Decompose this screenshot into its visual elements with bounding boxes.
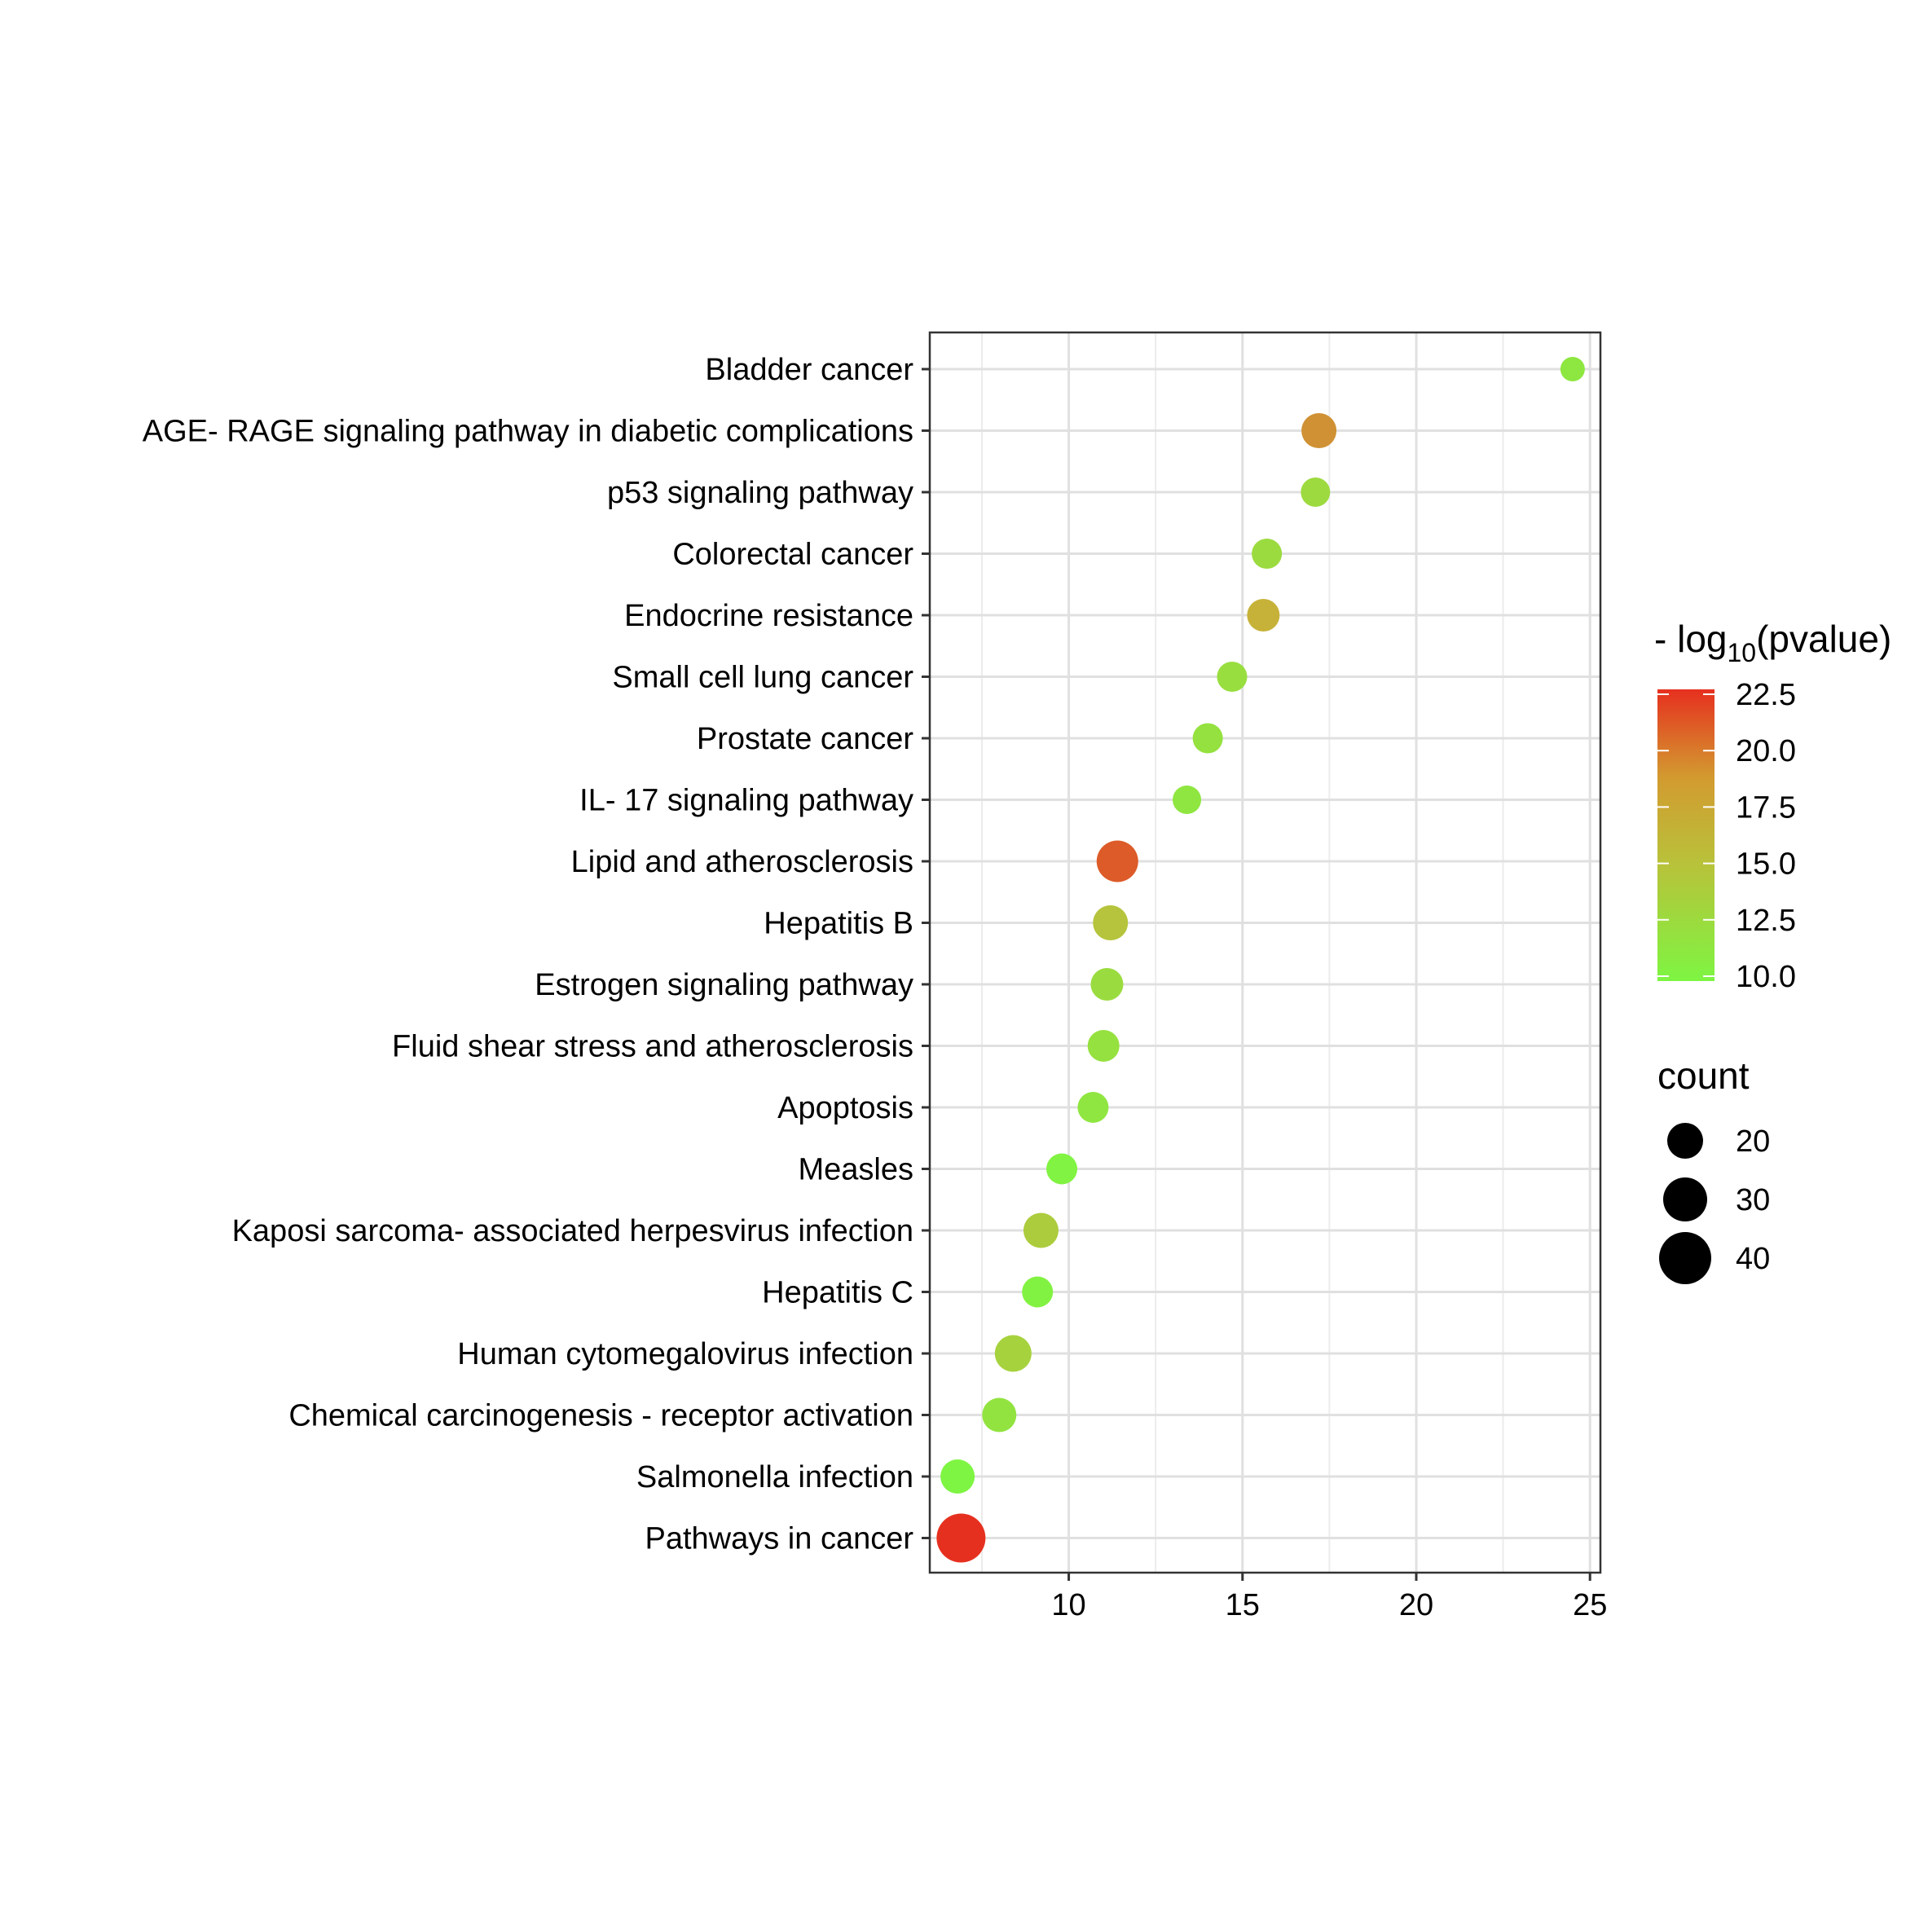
grid-layer	[930, 332, 1600, 1573]
category-label: AGE- RAGE signaling pathway in diabetic …	[143, 415, 913, 449]
data-point	[1093, 905, 1129, 940]
data-point	[940, 1459, 975, 1494]
x-tick-labels: 10 15 20 25	[1051, 1588, 1607, 1622]
category-label: IL- 17 signaling pathway	[579, 784, 913, 818]
data-point	[1077, 1092, 1109, 1123]
color-legend-label: 22.5	[1736, 678, 1796, 712]
color-legend-label: 12.5	[1736, 904, 1796, 938]
data-point	[1087, 1030, 1120, 1062]
size-legend-label: 40	[1736, 1242, 1770, 1276]
color-legend-label: 10.0	[1736, 960, 1796, 994]
data-point	[1560, 357, 1585, 381]
size-legend-items: 20 30 40	[1659, 1123, 1770, 1284]
color-legend-label: 15.0	[1736, 847, 1796, 882]
color-legend-label: 20.0	[1736, 734, 1796, 768]
size-legend-label: 20	[1736, 1124, 1770, 1159]
tick-layer	[922, 367, 1591, 1581]
size-legend-title: count	[1657, 1054, 1750, 1097]
data-point	[1217, 662, 1248, 692]
category-label: Pathways in cancer	[645, 1522, 914, 1556]
x-tick-label: 10	[1051, 1588, 1085, 1622]
data-point	[1022, 1276, 1054, 1308]
x-tick-label: 20	[1399, 1588, 1433, 1622]
category-label: Fluid shear stress and atherosclerosis	[392, 1030, 913, 1064]
category-label: Hepatitis C	[762, 1276, 913, 1310]
category-label: Human cytomegalovirus infection	[457, 1337, 913, 1371]
color-legend-title: - log10(pvalue)	[1654, 618, 1891, 667]
color-legend: - log10(pvalue) 22.5 20.0 17.5 15.0 12.5 10.0	[1654, 618, 1891, 994]
data-point	[1096, 840, 1138, 882]
category-label: Salmonella infection	[636, 1460, 913, 1494]
data-point	[1301, 413, 1337, 448]
data-points	[936, 357, 1585, 1563]
size-legend-swatch	[1667, 1123, 1703, 1159]
category-label: Chemical carcinogenesis - receptor activ…	[288, 1399, 913, 1433]
category-label: Kaposi sarcoma- associated herpesvirus i…	[232, 1214, 913, 1248]
category-label: Small cell lung cancer	[612, 661, 913, 695]
color-legend-label: 17.5	[1736, 790, 1796, 825]
category-labels: Bladder cancer AGE- RAGE signaling pathwa…	[143, 353, 914, 1556]
category-label: Hepatitis B	[764, 907, 913, 941]
size-legend: count 20 30 40	[1657, 1054, 1770, 1284]
category-label: Prostate cancer	[697, 722, 913, 756]
size-legend-label: 30	[1736, 1183, 1770, 1217]
data-point	[1301, 477, 1331, 507]
size-legend-swatch	[1663, 1177, 1707, 1221]
data-point	[1023, 1212, 1059, 1248]
category-label: Measles	[799, 1153, 914, 1187]
category-label: Bladder cancer	[705, 353, 913, 387]
category-label: Endocrine resistance	[624, 599, 913, 633]
data-point	[1090, 968, 1124, 1001]
size-legend-swatch	[1659, 1232, 1711, 1284]
data-point	[936, 1513, 986, 1563]
x-tick-label: 25	[1573, 1588, 1607, 1622]
category-label: Colorectal cancer	[672, 538, 913, 572]
category-label: Estrogen signaling pathway	[535, 968, 913, 1002]
data-point	[1192, 723, 1223, 754]
category-label: p53 signaling pathway	[607, 476, 913, 510]
data-point	[1173, 786, 1202, 814]
color-legend-ticks: 22.5 20.0 17.5 15.0 12.5 10.0	[1657, 678, 1796, 994]
data-point	[994, 1335, 1032, 1372]
category-label: Lipid and atherosclerosis	[571, 845, 913, 879]
data-point	[1252, 539, 1283, 569]
x-tick-label: 15	[1226, 1588, 1260, 1622]
category-label: Apoptosis	[777, 1091, 913, 1125]
data-point	[982, 1397, 1017, 1432]
data-point	[1046, 1153, 1078, 1185]
color-legend-bar	[1657, 689, 1715, 981]
panel-border	[928, 331, 1602, 1574]
data-point	[1247, 599, 1280, 632]
